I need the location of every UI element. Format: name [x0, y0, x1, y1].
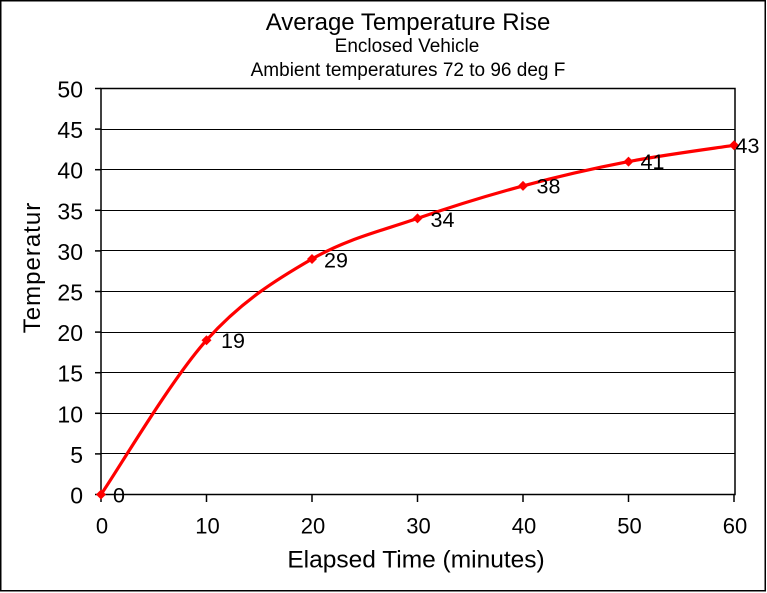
svg-text:40: 40 [512, 514, 536, 539]
svg-text:0: 0 [70, 483, 83, 509]
svg-text:25: 25 [57, 280, 83, 306]
svg-text:38: 38 [537, 175, 561, 199]
svg-text:15: 15 [57, 361, 83, 387]
svg-text:19: 19 [221, 329, 245, 353]
svg-text:20: 20 [301, 514, 325, 539]
svg-text:41: 41 [641, 150, 665, 174]
svg-text:Elapsed Time (minutes): Elapsed Time (minutes) [287, 547, 544, 574]
svg-text:20: 20 [57, 320, 83, 346]
svg-text:Temperatur: Temperatur [19, 202, 46, 333]
svg-text:Ambient temperatures 72 to 96: Ambient temperatures 72 to 96 deg F [251, 60, 566, 81]
svg-text:40: 40 [57, 158, 83, 184]
svg-text:Average Temperature Rise: Average Temperature Rise [266, 9, 551, 36]
svg-text:35: 35 [57, 198, 83, 224]
svg-text:30: 30 [57, 239, 83, 265]
svg-text:34: 34 [431, 208, 455, 232]
svg-text:Enclosed Vehicle: Enclosed Vehicle [335, 36, 480, 57]
svg-text:5: 5 [70, 442, 83, 468]
svg-text:30: 30 [406, 514, 430, 539]
svg-text:50: 50 [617, 514, 641, 539]
svg-text:60: 60 [723, 514, 747, 539]
svg-text:0: 0 [113, 484, 125, 508]
svg-text:45: 45 [57, 117, 83, 143]
svg-text:50: 50 [57, 77, 83, 103]
svg-text:43: 43 [736, 134, 760, 158]
svg-text:29: 29 [324, 248, 348, 272]
svg-text:10: 10 [195, 514, 219, 539]
svg-text:0: 0 [96, 514, 108, 539]
svg-text:10: 10 [57, 401, 83, 427]
